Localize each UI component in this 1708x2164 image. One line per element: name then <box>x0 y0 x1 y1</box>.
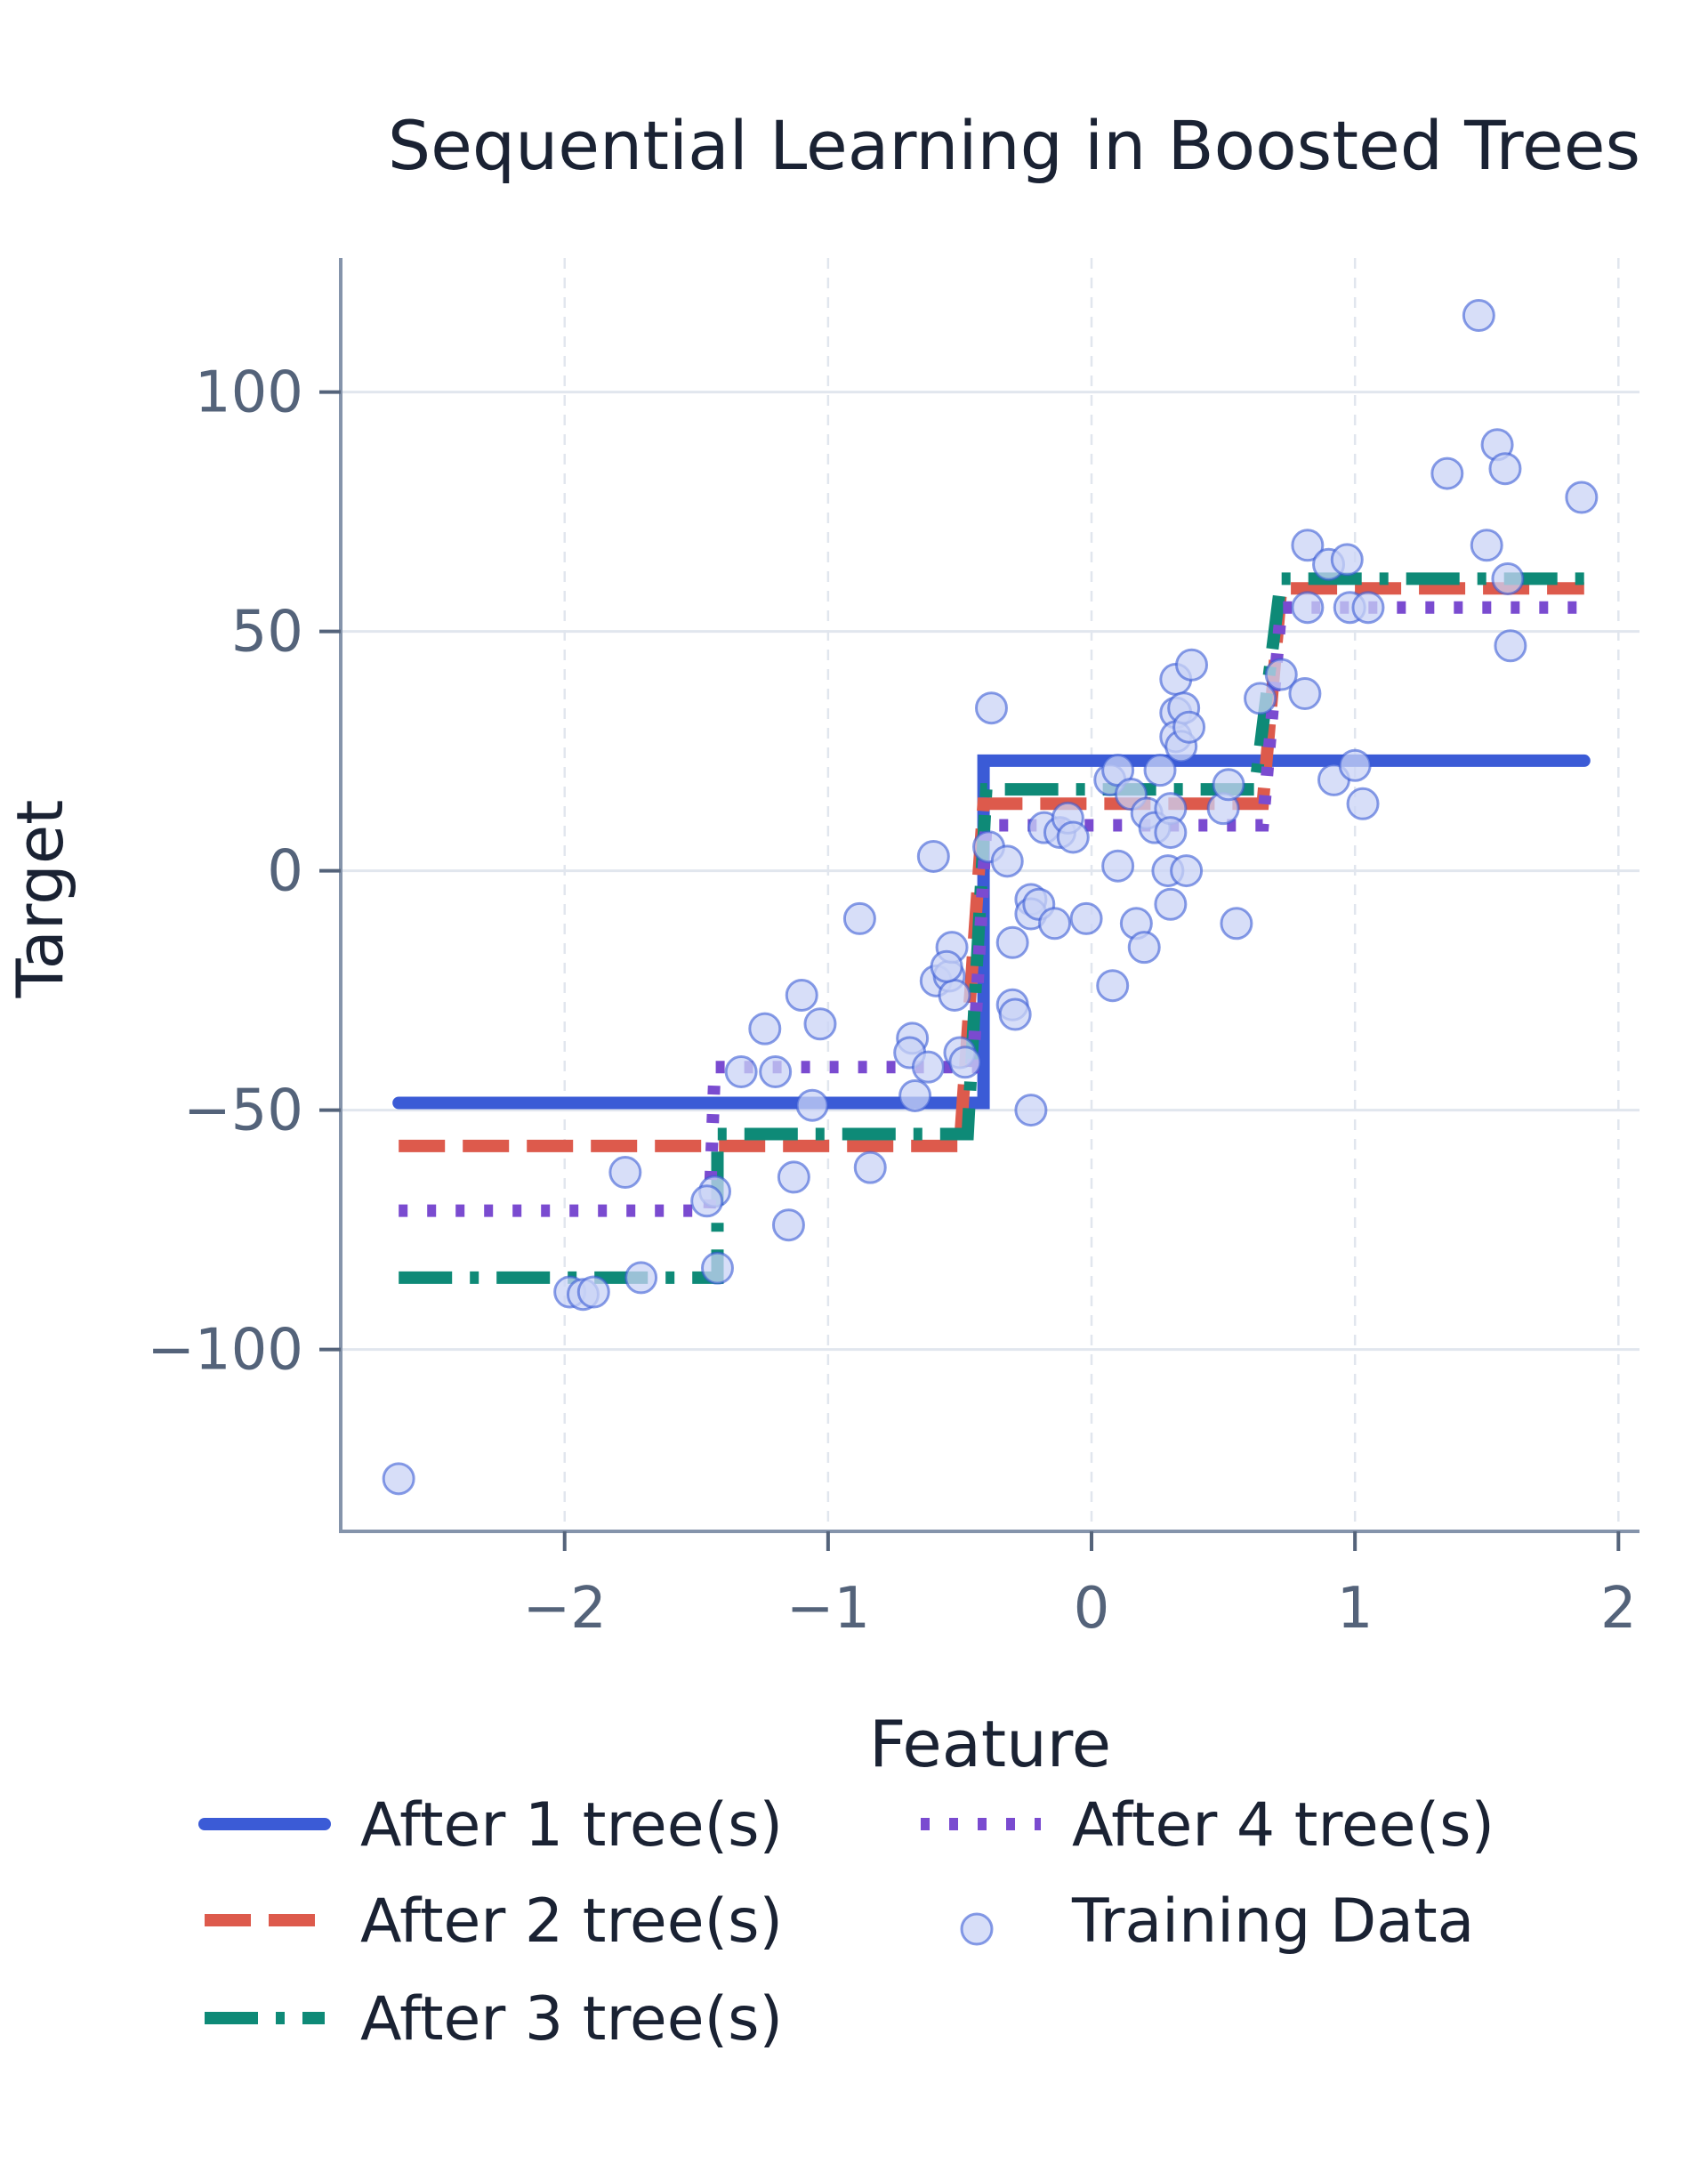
data-point <box>1430 456 1464 490</box>
axis-ticks: −2 −1 0 1 2 −100 −50 0 50 100 <box>147 360 1636 1642</box>
data-point <box>1565 480 1599 514</box>
data-point <box>1170 854 1204 888</box>
data-point <box>1154 887 1188 921</box>
data-point <box>1346 787 1380 820</box>
series-line-2 <box>399 582 1584 1152</box>
data-point <box>898 1078 932 1112</box>
data-point <box>759 1055 793 1089</box>
data-point <box>795 1088 829 1122</box>
data-point <box>842 901 876 935</box>
data-point <box>948 1046 982 1079</box>
series-line-4 <box>399 601 1584 1217</box>
series-line-3 <box>399 572 1584 1284</box>
legend-label: After 1 tree(s) <box>360 1790 783 1861</box>
y-tick-label: −50 <box>183 1078 303 1144</box>
legend-label: After 2 tree(s) <box>360 1886 783 1957</box>
data-point <box>803 1007 837 1041</box>
data-point <box>1291 591 1325 625</box>
data-point <box>998 997 1032 1031</box>
data-point <box>1038 907 1072 941</box>
legend-label: After 4 tree(s) <box>1072 1790 1494 1861</box>
data-point <box>1096 969 1130 1003</box>
data-point <box>1491 561 1525 595</box>
data-point <box>608 1156 642 1190</box>
data-point <box>1494 629 1527 663</box>
chart-title: Sequential Learning in Boosted Trees <box>388 106 1640 185</box>
data-point <box>700 1251 734 1285</box>
series-line-1 <box>392 754 1591 1110</box>
training-data-points <box>382 299 1599 1496</box>
data-point <box>1338 748 1372 782</box>
data-point <box>916 839 950 873</box>
data-point <box>990 844 1024 878</box>
legend-label: Training Data <box>1071 1886 1474 1957</box>
data-point <box>911 1050 945 1084</box>
data-point <box>1330 543 1364 577</box>
data-point <box>995 925 1029 959</box>
x-tick-label: −2 <box>523 1576 607 1642</box>
data-point <box>576 1275 610 1309</box>
data-point <box>853 1151 887 1184</box>
data-point <box>1220 907 1253 941</box>
data-point <box>1488 452 1522 486</box>
y-tick-label: 50 <box>231 600 303 666</box>
data-point <box>1175 648 1209 682</box>
x-axis-label: Feature <box>869 1707 1111 1781</box>
legend-swatch-training-data <box>960 1912 994 1946</box>
x-tick-label: 0 <box>1074 1576 1110 1642</box>
x-tick-label: −1 <box>786 1576 870 1642</box>
data-point <box>1462 299 1495 333</box>
data-point <box>1351 591 1385 625</box>
data-point <box>930 949 963 983</box>
data-point <box>974 691 1008 725</box>
data-point <box>748 1012 782 1046</box>
y-tick-label: 100 <box>195 360 303 426</box>
data-point <box>724 1055 758 1089</box>
y-tick-label: 0 <box>267 839 303 905</box>
legend-label: After 3 tree(s) <box>360 1984 783 2055</box>
x-tick-label: 1 <box>1337 1576 1374 1642</box>
data-point <box>1143 754 1177 787</box>
data-point <box>1014 1094 1048 1127</box>
data-point <box>1154 816 1188 850</box>
data-point <box>1291 529 1325 562</box>
data-point <box>1244 682 1277 715</box>
grid <box>341 258 1640 1531</box>
data-point <box>1127 931 1161 965</box>
data-point <box>1069 901 1103 935</box>
data-point <box>1288 677 1322 711</box>
y-axis-label: Target <box>3 800 77 999</box>
data-point <box>1470 529 1503 562</box>
data-point <box>624 1261 658 1295</box>
legend: After 1 tree(s) After 2 tree(s) After 3 tr… <box>198 1790 1494 2055</box>
data-point <box>1264 658 1298 691</box>
data-point <box>777 1160 810 1194</box>
data-point <box>382 1462 415 1496</box>
y-tick-label: −100 <box>147 1318 303 1384</box>
data-point <box>771 1208 805 1242</box>
series-lines <box>392 572 1591 1284</box>
data-point <box>785 978 818 1012</box>
data-point <box>1172 710 1206 744</box>
data-point <box>1212 768 1245 802</box>
data-point <box>1101 849 1135 883</box>
data-point <box>938 978 971 1012</box>
x-tick-label: 2 <box>1600 1576 1637 1642</box>
data-point <box>1056 820 1090 854</box>
data-point <box>690 1184 724 1218</box>
